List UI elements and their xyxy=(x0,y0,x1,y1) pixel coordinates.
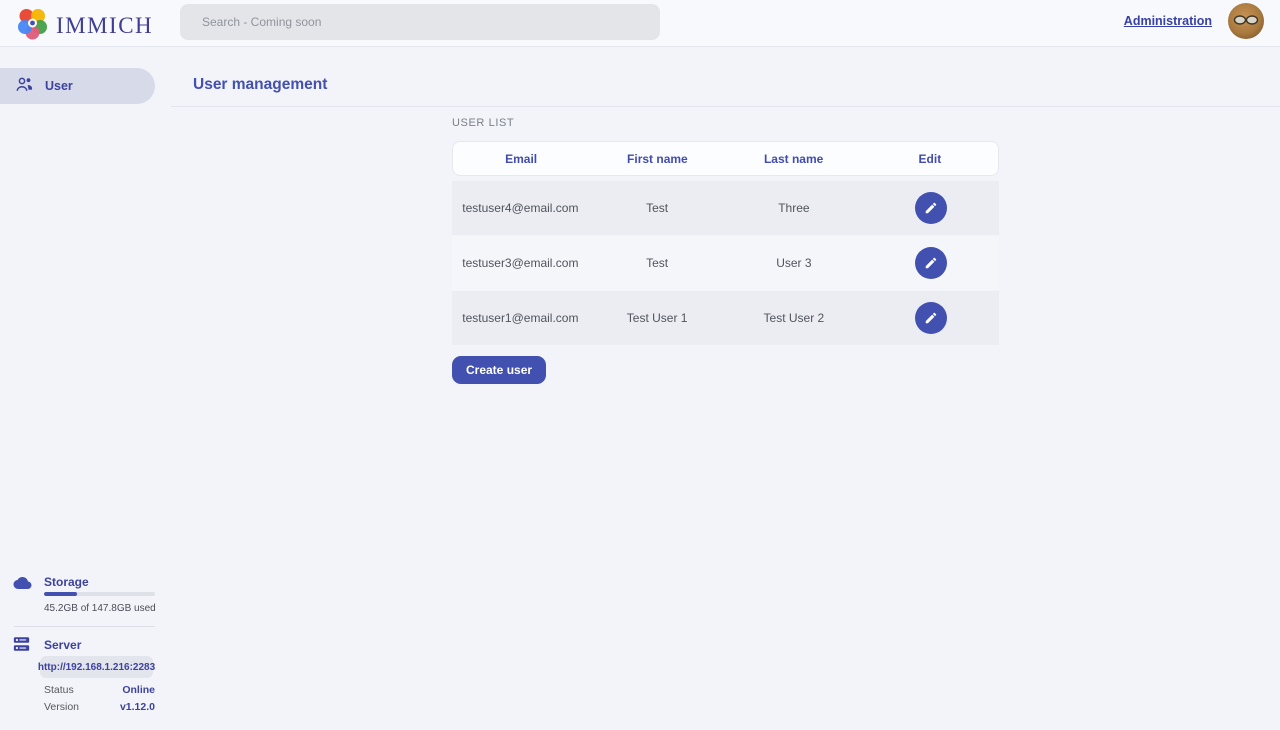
sidebar-item-user[interactable]: User xyxy=(0,68,155,104)
cell-last-name: Test User 2 xyxy=(763,311,825,325)
logo-wordmark: IMMICH xyxy=(56,13,154,38)
column-header-edit: Edit xyxy=(918,151,942,166)
cloud-icon xyxy=(13,574,32,594)
storage-title: Storage xyxy=(44,575,89,589)
pencil-icon xyxy=(925,312,936,324)
footer-divider xyxy=(14,626,155,627)
cell-first-name: Test xyxy=(646,201,669,215)
table-row: testuser1@email.com Test User 1 Test Use… xyxy=(452,291,999,345)
user-list-label: USER LIST xyxy=(452,117,515,129)
server-title: Server xyxy=(44,638,82,652)
server-icon xyxy=(13,636,30,657)
glasses-graphic xyxy=(1233,15,1259,25)
version-label: Version xyxy=(44,701,80,713)
storage-progress-fill xyxy=(44,592,78,596)
edit-user-button[interactable] xyxy=(914,247,947,279)
storage-progress-track xyxy=(44,592,155,596)
user-table-rows: testuser4@email.com Test Three testuser3… xyxy=(452,181,999,346)
user-avatar[interactable] xyxy=(1228,3,1264,39)
edit-user-button[interactable] xyxy=(914,302,947,334)
table-row: testuser4@email.com Test Three xyxy=(452,181,999,235)
immich-flower-icon xyxy=(16,7,49,45)
administration-link[interactable]: Administration xyxy=(1123,14,1212,28)
server-url-chip: http://192.168.1.216:2283 xyxy=(38,656,155,678)
title-divider xyxy=(171,106,1280,107)
status-label: Status xyxy=(44,684,74,696)
cell-email: testuser1@email.com xyxy=(462,311,579,325)
column-header-email: Email xyxy=(505,151,538,166)
pencil-icon xyxy=(925,257,936,269)
immich-logo: IMMICH xyxy=(16,7,153,45)
cell-email: testuser4@email.com xyxy=(462,201,579,215)
page-title: User management xyxy=(193,76,328,93)
top-navbar: IMMICH Administration xyxy=(0,0,1280,47)
cell-first-name: Test xyxy=(646,256,669,270)
cell-email: testuser3@email.com xyxy=(462,256,579,270)
edit-user-button[interactable] xyxy=(914,192,947,224)
cell-last-name: Three xyxy=(778,201,810,215)
user-table-header: Email First name Last name Edit xyxy=(452,141,999,176)
search-input[interactable] xyxy=(180,4,660,40)
column-header-first-name: First name xyxy=(627,151,688,166)
users-icon xyxy=(15,76,34,97)
create-user-button[interactable]: Create user xyxy=(452,356,547,384)
column-header-last-name: Last name xyxy=(763,151,824,166)
server-status-row: Status Online xyxy=(44,684,155,696)
pencil-icon xyxy=(925,202,936,214)
status-value: Online xyxy=(122,684,155,696)
sidebar-item-label: User xyxy=(45,79,73,93)
server-version-row: Version v1.12.0 xyxy=(44,701,155,713)
storage-usage-text: 45.2GB of 147.8GB used xyxy=(44,603,156,614)
cell-last-name: User 3 xyxy=(776,256,812,270)
table-row: testuser3@email.com Test User 3 xyxy=(452,236,999,290)
cell-first-name: Test User 1 xyxy=(626,311,688,325)
version-value: v1.12.0 xyxy=(119,701,155,713)
